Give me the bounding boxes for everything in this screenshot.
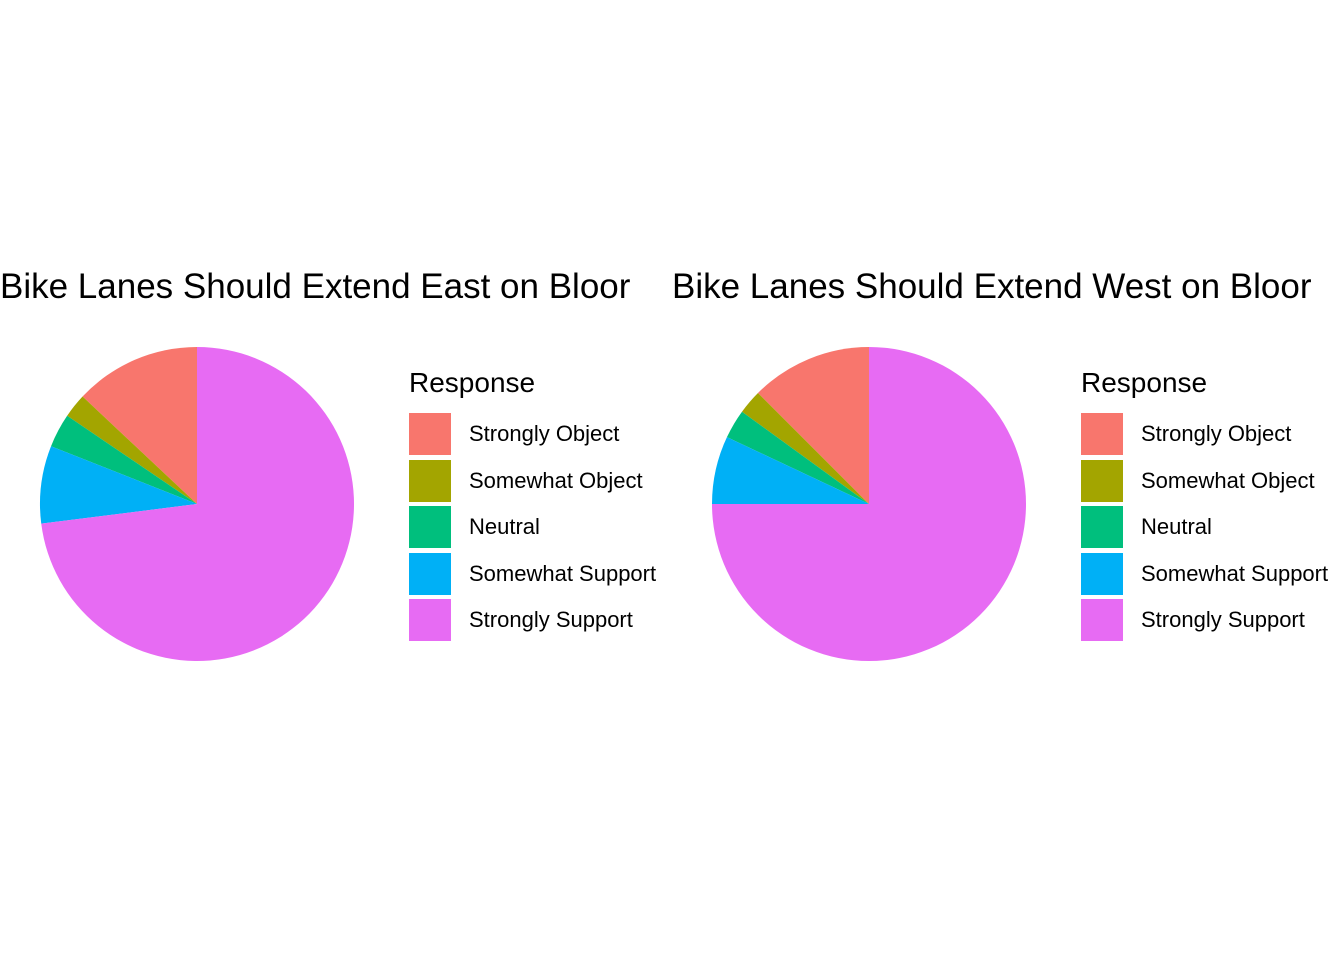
pie-slice-strongly-object — [757, 347, 869, 504]
pie-chart — [40, 347, 355, 661]
legend-swatch — [409, 459, 451, 502]
legend-item: Strongly Object — [409, 412, 656, 456]
legend-label: Somewhat Object — [469, 467, 643, 493]
legend-label: Neutral — [1141, 514, 1212, 539]
legend-label: Somewhat Support — [1141, 560, 1329, 586]
legend: Response Strongly Object Somewhat Object… — [1081, 366, 1328, 645]
legend-label: Strongly Support — [469, 607, 633, 632]
legend-item: Somewhat Support — [1081, 552, 1328, 596]
legend-swatch — [1081, 459, 1123, 502]
pie-slice-somewhat-object — [67, 396, 198, 504]
legend-label: Somewhat Support — [469, 560, 657, 586]
legend-item: Strongly Support — [1081, 598, 1328, 642]
pie-slice-somewhat-support — [40, 446, 198, 524]
legend-label: Strongly Object — [1141, 421, 1292, 446]
chart-panel-east: Bike Lanes Should Extend East on Bloor R… — [0, 267, 656, 661]
chart-title: Bike Lanes Should Extend West on Bloor — [672, 267, 1312, 306]
legend-swatch — [1081, 506, 1123, 548]
legend-item: Somewhat Object — [409, 459, 656, 503]
pie-chart — [712, 347, 1026, 661]
legend-swatch — [409, 413, 451, 455]
legend-swatch — [1081, 599, 1123, 641]
pie-slice-somewhat-object — [741, 392, 869, 504]
legend-item: Neutral — [409, 505, 656, 549]
legend-title: Response — [1081, 367, 1208, 398]
legend-item: Somewhat Object — [1081, 459, 1328, 503]
legend-swatch — [409, 599, 451, 641]
legend-swatch — [1081, 552, 1123, 595]
legend-item: Strongly Object — [1081, 412, 1328, 456]
legend-swatch — [409, 552, 451, 595]
pie-slice-strongly-object — [82, 347, 197, 504]
legend-item: Somewhat Support — [409, 552, 656, 596]
pie-slice-somewhat-support — [712, 437, 869, 504]
legend-label: Strongly Support — [1141, 607, 1305, 632]
legend-swatch — [409, 506, 451, 548]
legend-label: Strongly Object — [469, 421, 620, 446]
legend-title: Response — [409, 367, 536, 398]
pie-slice-strongly-support — [712, 347, 1026, 661]
pie-slice-neutral — [51, 415, 197, 504]
legend-item: Neutral — [1081, 505, 1328, 549]
chart-title: Bike Lanes Should Extend East on Bloor — [0, 267, 631, 306]
legend-label: Somewhat Object — [1141, 467, 1315, 493]
legend: Response Strongly Object Somewhat Object… — [409, 366, 656, 645]
pie-slice-strongly-support — [41, 347, 355, 661]
pie-slice-neutral — [726, 411, 869, 504]
legend-label: Neutral — [469, 514, 540, 539]
legend-swatch — [1081, 413, 1123, 455]
chart-panel-west: Bike Lanes Should Extend West on Bloor R… — [672, 0, 1344, 960]
legend-item: Strongly Support — [409, 598, 656, 642]
